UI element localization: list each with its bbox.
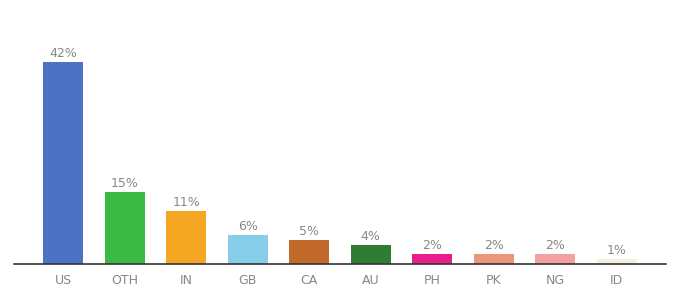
Bar xyxy=(289,240,329,264)
Text: 6%: 6% xyxy=(238,220,258,233)
Bar xyxy=(351,245,391,264)
Text: 2%: 2% xyxy=(483,239,504,253)
Text: 15%: 15% xyxy=(111,177,139,190)
Bar xyxy=(167,211,206,264)
Text: 1%: 1% xyxy=(607,244,627,257)
Text: 2%: 2% xyxy=(545,239,565,253)
Bar xyxy=(412,254,452,264)
Text: 4%: 4% xyxy=(361,230,381,243)
Bar xyxy=(44,62,83,264)
Bar xyxy=(474,254,513,264)
Text: 11%: 11% xyxy=(173,196,200,209)
Text: 42%: 42% xyxy=(50,47,77,61)
Bar xyxy=(597,259,636,264)
Text: 2%: 2% xyxy=(422,239,442,253)
Bar xyxy=(105,192,145,264)
Text: 5%: 5% xyxy=(299,225,319,238)
Bar xyxy=(228,235,268,264)
Bar xyxy=(535,254,575,264)
